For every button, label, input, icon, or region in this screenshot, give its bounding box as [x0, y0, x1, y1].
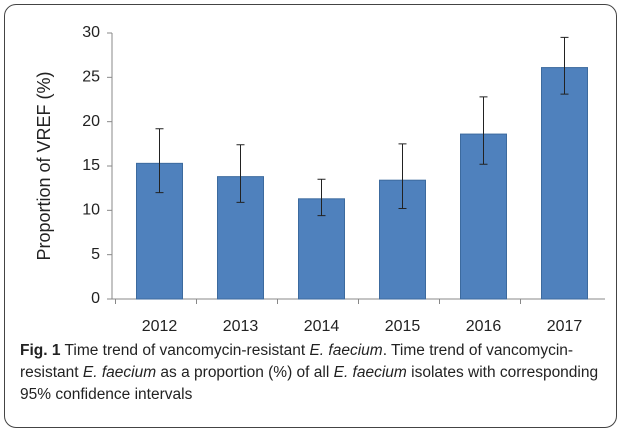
- caption-text: . Time trend of vancomycin-resistant: [20, 342, 574, 381]
- caption-text: E. faecium: [309, 342, 383, 359]
- y-axis-label: Proportion of VREF (%): [34, 71, 54, 260]
- x-tick-label: 2017: [547, 318, 583, 335]
- caption: Fig. 1 Time trend of vancomycin-resistan…: [20, 340, 610, 406]
- caption-text: isolates with corresponding 95% confiden…: [20, 364, 599, 403]
- caption-text: E. faecium: [82, 364, 157, 381]
- error-bar: [317, 178, 326, 217]
- y-tick-label: 30: [82, 24, 100, 41]
- y-tick-label: 20: [82, 113, 100, 130]
- caption-text: E. faecium: [333, 364, 407, 381]
- caption-text: as a proportion (%) of all: [156, 364, 334, 381]
- y-tick-label: 15: [82, 157, 100, 174]
- x-tick-label: 2015: [385, 318, 421, 335]
- error-bar: [236, 144, 245, 203]
- x-tick-label: 2014: [304, 318, 340, 335]
- y-tick-label: 10: [82, 202, 100, 219]
- x-tick-label: 2013: [223, 318, 259, 335]
- x-tick-label: 2012: [142, 318, 178, 335]
- y-tick-label: 0: [91, 290, 100, 307]
- y-tick-label: 25: [82, 69, 100, 86]
- caption-text: Time trend of vancomycin-resistant: [60, 342, 310, 359]
- y-tick-label: 5: [91, 246, 100, 263]
- x-tick-label: 2016: [466, 318, 502, 335]
- error-bar: [398, 143, 407, 210]
- bar: [541, 67, 588, 300]
- figure-frame: [4, 4, 617, 428]
- caption-text: Fig. 1: [20, 342, 61, 359]
- error-bar: [155, 128, 164, 194]
- error-bar: [479, 96, 488, 165]
- error-bar: [560, 36, 569, 95]
